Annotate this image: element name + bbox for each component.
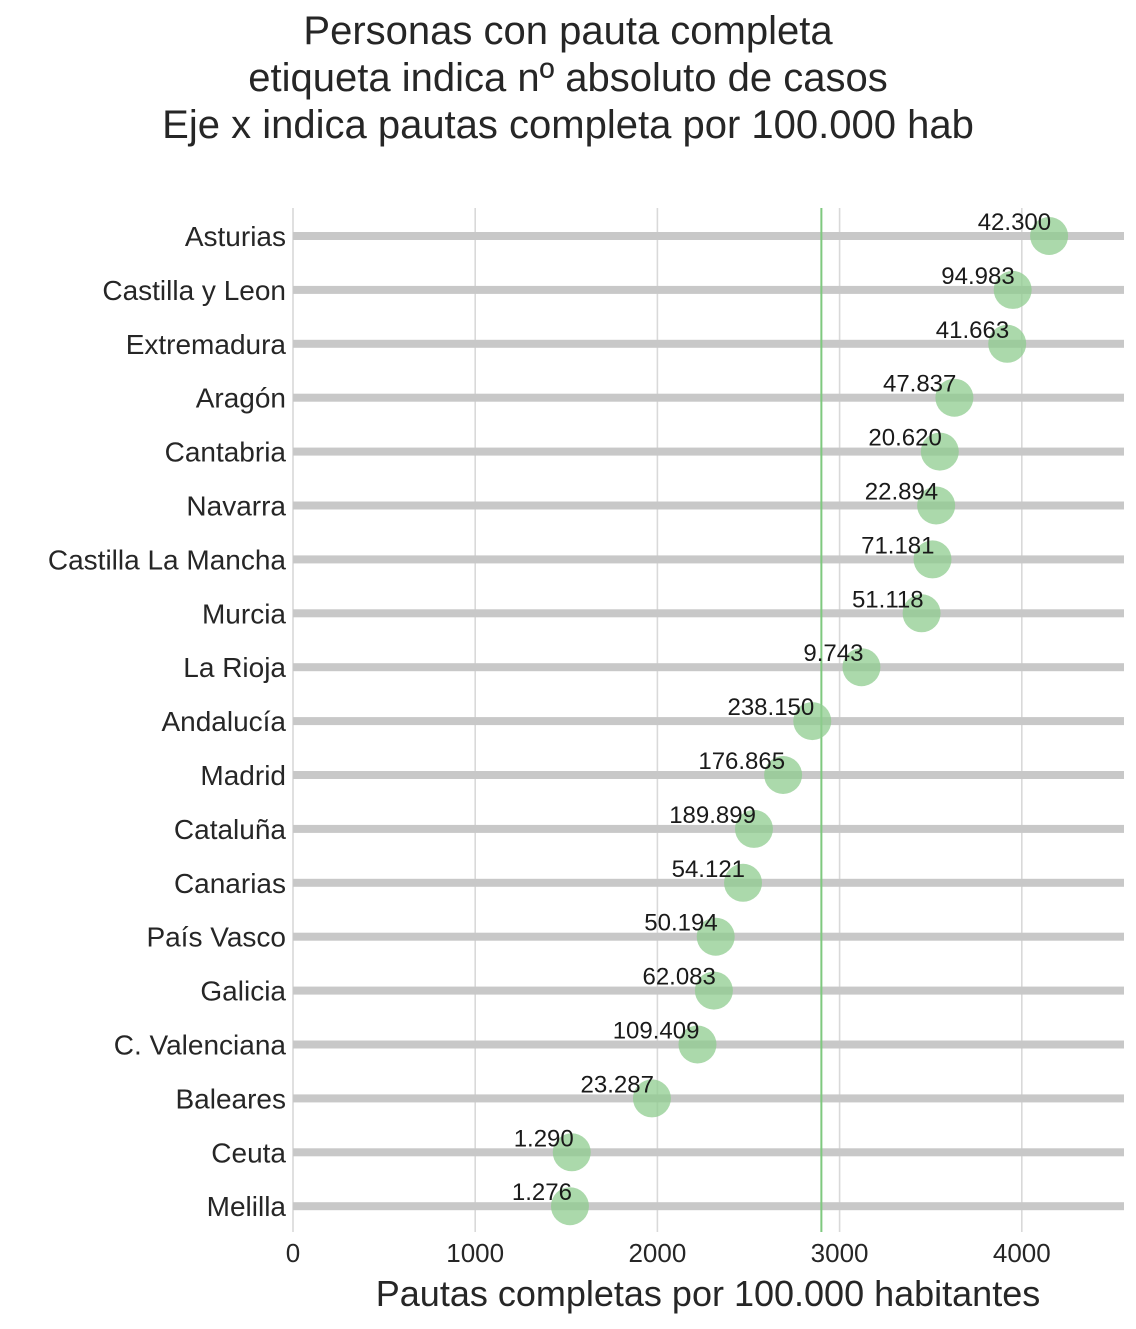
data-label: 109.409 (613, 1018, 700, 1045)
y-tick-label: Cataluña (174, 814, 287, 845)
chart-title: Personas con pauta completa etiqueta ind… (0, 8, 1136, 149)
y-tick-label: Castilla La Mancha (48, 544, 287, 575)
category-band (293, 771, 1124, 779)
category-band (293, 878, 1124, 887)
y-tick-label: Navarra (186, 491, 286, 522)
x-tick-label: 3000 (811, 1238, 869, 1268)
y-tick-label: Extremadura (126, 329, 287, 360)
category-band (293, 1202, 1124, 1211)
data-label: 41.663 (936, 317, 1009, 344)
category-band (293, 609, 1124, 618)
data-point (764, 756, 803, 794)
x-tick-label: 2000 (628, 1238, 686, 1268)
category-band (293, 824, 1124, 833)
x-tick-label: 4000 (993, 1238, 1051, 1268)
y-tick-label: Ceuta (211, 1137, 286, 1168)
data-point (842, 648, 881, 687)
y-tick-labels: Asturias Castilla y Leon Extremadura Aragón… (48, 221, 287, 1222)
y-tick-label: Baleares (175, 1083, 286, 1114)
category-band (293, 663, 1124, 672)
data-label: 94.983 (941, 263, 1014, 290)
data-label: 1.276 (512, 1179, 572, 1206)
data-point (993, 270, 1032, 309)
data-label: 189.899 (669, 802, 756, 829)
x-tick-label: 0 (286, 1238, 300, 1268)
data-label: 20.620 (868, 425, 941, 452)
data-label: 50.194 (644, 910, 717, 937)
y-tick-label: La Rioja (183, 652, 286, 683)
category-band (293, 447, 1124, 456)
title-line-3: Eje x indica pautas completa por 100.000… (162, 103, 974, 147)
data-point (552, 1133, 591, 1172)
data-point (902, 594, 941, 633)
data-label: 71.181 (861, 532, 934, 559)
y-tick-label: Castilla y Leon (102, 275, 286, 306)
data-points (550, 217, 1069, 1226)
data-point (678, 1025, 717, 1064)
category-band (293, 339, 1124, 348)
data-labels: 42.300 94.983 41.663 47.837 20.620 22.894 71.1… (512, 209, 1051, 1206)
data-point (935, 378, 974, 417)
x-tick-label: 1000 (446, 1238, 504, 1268)
y-tick-label: Melilla (207, 1191, 287, 1222)
data-point (632, 1079, 671, 1118)
category-band (293, 1148, 1124, 1157)
category-band (293, 232, 1124, 240)
data-label: 62.083 (642, 964, 715, 991)
y-tick-label: Aragón (196, 383, 286, 414)
data-point (694, 971, 733, 1010)
data-point (724, 863, 763, 902)
data-point (988, 324, 1027, 363)
category-band (293, 393, 1124, 402)
data-label: 176.865 (698, 748, 785, 775)
y-tick-label: Cantabria (165, 437, 287, 468)
data-point (550, 1187, 589, 1226)
data-label: 238.150 (727, 694, 814, 721)
y-tick-label: Asturias (185, 221, 286, 252)
data-label: 22.894 (865, 479, 938, 506)
x-axis-label: Pautas completas por 100.000 habitantes (376, 1273, 1040, 1314)
category-band (293, 285, 1124, 294)
data-label: 47.837 (883, 371, 956, 398)
data-point (734, 809, 773, 848)
title-line-1: Personas con pauta completa (303, 9, 833, 53)
data-point (917, 486, 956, 525)
category-band (293, 555, 1124, 564)
y-tick-label: C. Valenciana (114, 1030, 287, 1061)
y-tick-label: País Vasco (146, 922, 286, 953)
data-label: 1.290 (514, 1125, 574, 1152)
category-band (293, 501, 1124, 510)
category-band (293, 1094, 1124, 1103)
data-point (793, 702, 832, 741)
y-tick-label: Andalucía (161, 706, 286, 737)
data-label: 51.118 (852, 586, 924, 613)
data-point (1030, 217, 1069, 255)
category-bands (293, 232, 1124, 1211)
data-point (920, 432, 959, 471)
y-tick-label: Canarias (174, 868, 286, 899)
y-tick-label: Murcia (202, 598, 286, 629)
category-band (293, 717, 1124, 726)
title-line-2: etiqueta indica nº absoluto de casos (248, 56, 888, 100)
x-tick-labels: 0 1000 2000 3000 4000 (286, 1238, 1051, 1268)
data-point (913, 540, 952, 579)
data-label: 54.121 (672, 856, 745, 883)
y-tick-label: Madrid (200, 760, 286, 791)
data-label: 42.300 (978, 209, 1051, 236)
data-point (696, 917, 735, 956)
data-label: 9.743 (803, 640, 863, 667)
data-label: 23.287 (581, 1071, 654, 1098)
y-tick-label: Galicia (200, 976, 286, 1007)
